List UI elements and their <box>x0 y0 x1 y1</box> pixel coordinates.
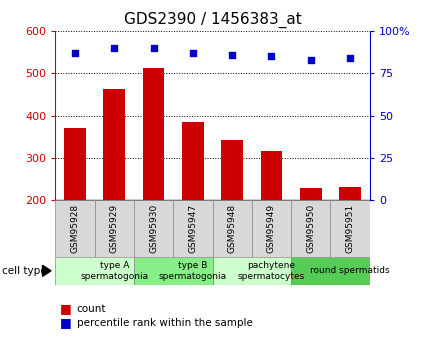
Point <box>229 52 235 58</box>
Polygon shape <box>42 265 51 276</box>
Text: GSM95948: GSM95948 <box>228 204 237 253</box>
Bar <box>64 128 86 200</box>
Text: ■: ■ <box>60 316 71 329</box>
Text: cell type: cell type <box>2 266 47 276</box>
Text: count: count <box>76 304 106 314</box>
Text: GSM95928: GSM95928 <box>71 204 79 253</box>
Bar <box>182 122 204 200</box>
Bar <box>55 200 94 257</box>
Text: type B
spermatogonia: type B spermatogonia <box>159 261 227 280</box>
Bar <box>261 151 282 200</box>
Bar <box>291 257 370 285</box>
Bar <box>252 200 291 257</box>
Bar <box>331 200 370 257</box>
Bar <box>134 200 173 257</box>
Point <box>71 50 78 56</box>
Bar <box>143 68 164 200</box>
Text: ■: ■ <box>60 302 71 315</box>
Text: GSM95949: GSM95949 <box>267 204 276 253</box>
Bar <box>300 188 322 200</box>
Bar <box>291 200 331 257</box>
Bar <box>173 200 212 257</box>
Text: percentile rank within the sample: percentile rank within the sample <box>76 318 252 327</box>
Text: GSM95929: GSM95929 <box>110 204 119 253</box>
Bar <box>221 140 243 200</box>
Point <box>150 45 157 51</box>
Point <box>307 57 314 62</box>
Point <box>111 45 118 51</box>
Bar <box>94 200 134 257</box>
Point <box>268 54 275 59</box>
Text: GSM95951: GSM95951 <box>346 204 354 253</box>
Bar <box>55 257 134 285</box>
Text: GSM95950: GSM95950 <box>306 204 315 253</box>
Bar <box>212 200 252 257</box>
Bar <box>339 187 361 200</box>
Title: GDS2390 / 1456383_at: GDS2390 / 1456383_at <box>124 12 301 28</box>
Bar <box>134 257 212 285</box>
Point <box>190 50 196 56</box>
Text: pachytene
spermatocytes: pachytene spermatocytes <box>238 261 305 280</box>
Point <box>347 55 354 61</box>
Text: type A
spermatogonia: type A spermatogonia <box>80 261 148 280</box>
Bar <box>103 89 125 200</box>
Bar <box>212 257 291 285</box>
Text: round spermatids: round spermatids <box>310 266 390 275</box>
Text: GSM95930: GSM95930 <box>149 204 158 253</box>
Text: GSM95947: GSM95947 <box>188 204 197 253</box>
